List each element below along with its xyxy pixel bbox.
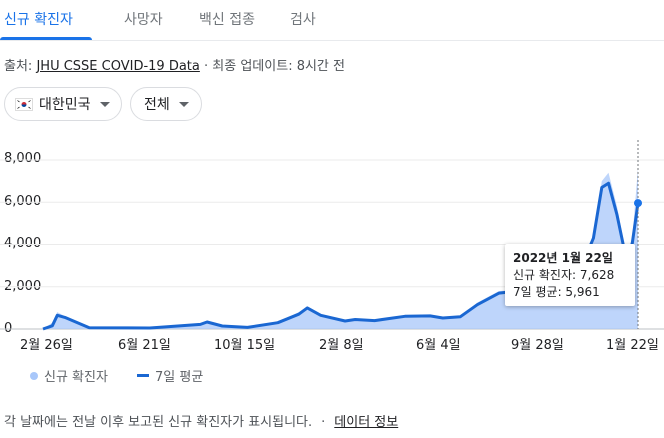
tab-vaccinations[interactable]: 백신 접종 <box>199 12 255 28</box>
y-tick-label: 4,000 <box>4 236 42 251</box>
data-info-link[interactable]: 데이터 정보 <box>334 415 399 430</box>
x-tick-label: 6월 4일 <box>416 338 461 353</box>
range-label: 전체 <box>144 97 170 113</box>
legend-new-cases[interactable]: 신규 확진자 <box>30 366 108 385</box>
tooltip-average: 7일 평균: 5,961 <box>513 285 600 299</box>
metric-tabs: 신규 확진자 사망자 백신 접종 검사 <box>0 0 664 41</box>
last-update: 최종 업데이트: 8시간 전 <box>212 59 345 74</box>
chevron-down-icon <box>178 101 189 107</box>
x-tick-label: 2월 8일 <box>319 338 364 353</box>
korea-flag-icon <box>15 97 33 111</box>
tab-new-cases[interactable]: 신규 확진자 <box>4 12 73 28</box>
tab-deaths[interactable]: 사망자 <box>124 12 163 28</box>
tooltip-new-cases: 신규 확진자: 7,628 <box>513 268 615 282</box>
country-label: 대한민국 <box>39 97 91 113</box>
chart-tooltip: 2022년 1월 22일 신규 확진자: 7,628 7일 평균: 5,961 <box>505 244 635 306</box>
footer-separator: · <box>321 415 326 430</box>
legend-average[interactable]: 7일 평균 <box>137 366 203 385</box>
source-link[interactable]: JHU CSSE COVID-19 Data <box>36 59 200 74</box>
new-cases-area <box>43 167 638 329</box>
range-dropdown[interactable]: 전체 <box>130 87 202 121</box>
y-tick-label: 6,000 <box>4 194 42 209</box>
x-tick-label: 10월 15일 <box>214 338 276 353</box>
x-tick-label: 2월 26일 <box>20 338 73 353</box>
tab-tests[interactable]: 검사 <box>290 12 316 28</box>
y-tick-label: 8,000 <box>4 151 42 166</box>
chevron-down-icon <box>99 101 110 107</box>
source-prefix: 출처: <box>4 59 33 74</box>
x-tick-label: 6월 21일 <box>118 338 171 353</box>
tooltip-date: 2022년 1월 22일 <box>513 251 613 265</box>
hover-data-point <box>634 199 642 208</box>
legend-bar-swatch <box>30 371 38 380</box>
x-tick-label: 9월 28일 <box>511 338 564 353</box>
footer-note: 각 날짜에는 전날 이후 보고된 신규 확진자가 표시됩니다. · 데이터 정보 <box>4 411 398 430</box>
legend-average-label: 7일 평균 <box>155 370 204 385</box>
source-separator: · <box>204 59 209 74</box>
x-tick-label: 1월 22일 <box>606 338 659 353</box>
legend-line-swatch <box>137 374 149 377</box>
seven-day-average-line <box>42 181 640 331</box>
country-dropdown[interactable]: 대한민국 <box>4 87 122 121</box>
footer-text: 각 날짜에는 전날 이후 보고된 신규 확진자가 표시됩니다. <box>4 415 313 430</box>
source-line: 출처: JHU CSSE COVID-19 Data · 최종 업데이트: 8시… <box>4 55 345 74</box>
active-tab-indicator <box>0 37 92 40</box>
legend-new-cases-label: 신규 확진자 <box>44 370 108 385</box>
